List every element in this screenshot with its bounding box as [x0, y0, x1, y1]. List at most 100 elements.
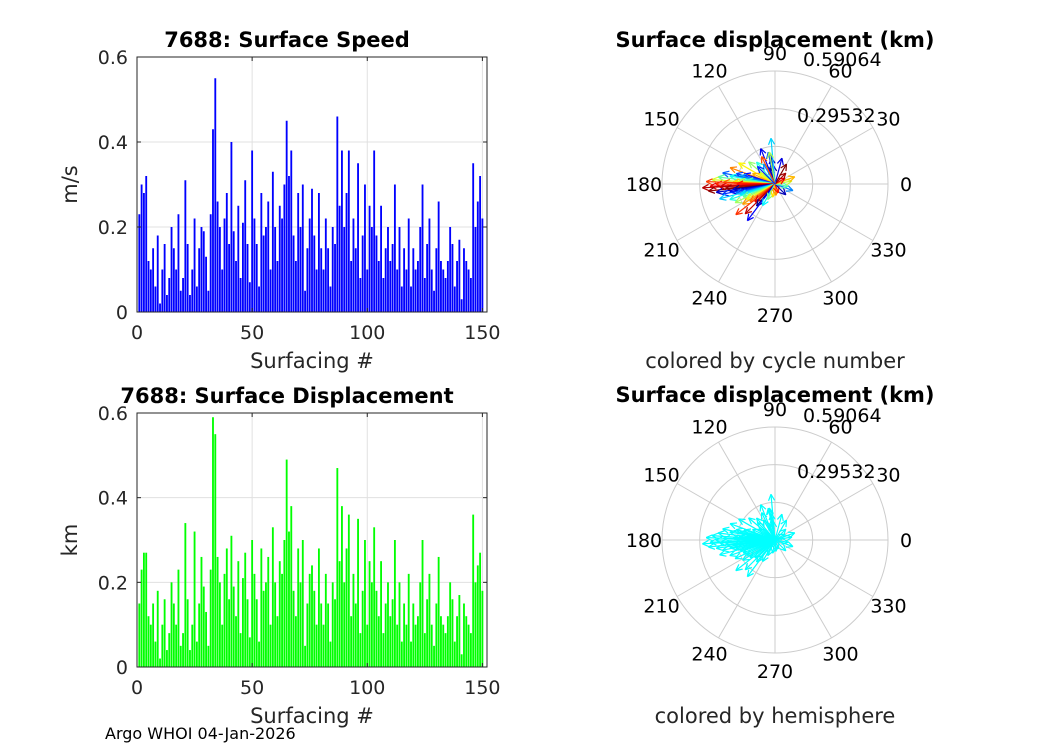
- arrow-head: [779, 191, 787, 196]
- arrow-head: [709, 538, 717, 543]
- bar: [306, 248, 309, 312]
- bar: [193, 531, 196, 667]
- bar: [177, 214, 180, 312]
- arrow-shaft: [774, 172, 787, 185]
- angle-label: 180: [626, 174, 662, 196]
- arrow-head: [736, 527, 744, 531]
- bar: [437, 201, 440, 312]
- angle-label: 30: [876, 465, 900, 487]
- arrow-shaft: [746, 539, 776, 578]
- arrow-head: [755, 199, 759, 207]
- arrow-head: [711, 532, 719, 537]
- y-tick-label: 0.4: [98, 488, 128, 510]
- displacement-arrow: [746, 183, 776, 222]
- arrow-head: [789, 532, 796, 539]
- bar: [440, 261, 442, 312]
- bar: [152, 603, 155, 667]
- bar: [200, 227, 203, 312]
- arrow-head: [732, 534, 740, 539]
- chart-title: Surface displacement (km): [615, 28, 934, 52]
- bar: [161, 624, 164, 667]
- bar: [419, 582, 422, 667]
- bar: [387, 582, 389, 667]
- arrow-head: [782, 528, 787, 536]
- bar: [159, 658, 161, 667]
- chart-title: Surface displacement (km): [615, 383, 934, 407]
- angle-label: 120: [691, 61, 727, 83]
- bar: [370, 582, 373, 667]
- bar: [456, 616, 458, 667]
- bar: [251, 150, 254, 312]
- bar: [214, 78, 217, 312]
- arrow-head: [742, 198, 747, 205]
- arrow-head: [742, 554, 747, 561]
- arrow-head: [744, 206, 749, 214]
- bar: [149, 624, 152, 667]
- bar: [368, 205, 371, 312]
- arrow-head: [756, 517, 764, 522]
- bar: [251, 540, 254, 667]
- bar: [472, 163, 475, 312]
- angle-label: 150: [643, 109, 679, 131]
- bar: [364, 184, 366, 312]
- arrow-head: [748, 161, 753, 169]
- arrow-head: [760, 148, 767, 154]
- bar: [336, 468, 339, 667]
- arrow-shaft: [774, 528, 787, 541]
- arrow-head: [745, 566, 753, 571]
- bar: [262, 235, 265, 312]
- arrow-head: [781, 541, 789, 545]
- arrow-head: [729, 173, 737, 177]
- arrow-head: [768, 507, 774, 514]
- radial-tick-label: 0.59064: [803, 49, 882, 71]
- arrow-head: [781, 185, 789, 189]
- bar: [460, 654, 463, 667]
- arrow-shaft: [774, 539, 789, 543]
- arrow-shaft: [774, 532, 795, 541]
- bar: [269, 269, 272, 312]
- arrow-head: [770, 190, 774, 198]
- bar: [327, 248, 330, 312]
- bar: [225, 548, 228, 667]
- y-tick-label: 0.2: [98, 572, 128, 594]
- bar: [299, 227, 302, 312]
- bar: [421, 540, 424, 667]
- plot-frame: [136, 412, 488, 668]
- x-tick-label: 100: [349, 677, 385, 699]
- arrow-head: [743, 172, 752, 175]
- arrow-head: [708, 542, 715, 548]
- displacement-arrow: [774, 513, 784, 541]
- bar: [357, 518, 359, 667]
- arrow-head: [745, 549, 751, 556]
- bar: [145, 552, 148, 667]
- arrow-head: [785, 520, 788, 528]
- arrow-head: [771, 189, 777, 196]
- bar: [228, 244, 231, 312]
- displacement-arrow: [774, 531, 796, 541]
- bar: [380, 205, 382, 312]
- bar: [179, 645, 182, 667]
- polar-chart-2: 0 30 60 90 120 150 180 210 240 270 300 330 0.29532 0.…: [615, 383, 934, 728]
- arrow-head: [719, 193, 726, 200]
- chart-caption: colored by hemisphere: [655, 704, 896, 728]
- bar: [403, 603, 406, 667]
- bar: [292, 590, 295, 667]
- arrow-head: [729, 523, 736, 530]
- arrow-head: [770, 137, 776, 145]
- bar: [285, 459, 288, 667]
- bar: [347, 514, 350, 667]
- bar: [212, 417, 214, 667]
- arrow-head: [745, 210, 753, 215]
- arrow-head: [761, 512, 768, 518]
- bar: [336, 116, 339, 312]
- arrow-head: [770, 546, 774, 554]
- bar: [380, 561, 382, 667]
- bar: [417, 261, 419, 312]
- bar: [168, 278, 171, 312]
- bar: [235, 261, 237, 312]
- arrow-head: [756, 522, 761, 530]
- bar: [207, 290, 210, 312]
- bar: [172, 248, 175, 312]
- angle-label: 90: [763, 43, 787, 65]
- bar: [400, 641, 403, 667]
